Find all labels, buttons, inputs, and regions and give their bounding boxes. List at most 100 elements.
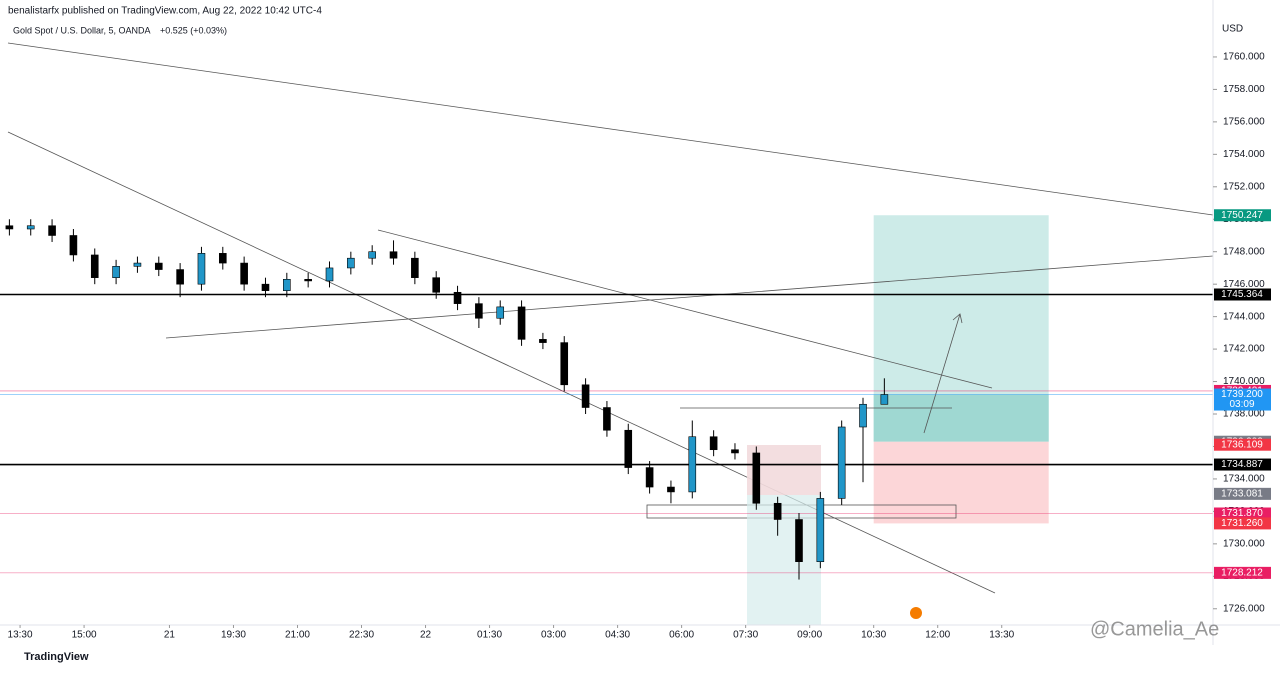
x-tick-label: 09:00 bbox=[797, 630, 822, 641]
x-tick-label: 04:30 bbox=[605, 630, 630, 641]
y-tick-label: 1758.000 bbox=[1223, 84, 1265, 95]
price-label-bg bbox=[1214, 209, 1271, 222]
y-tick-label: 1756.000 bbox=[1223, 117, 1265, 128]
candles bbox=[5, 219, 889, 580]
price-label: 1731.870 bbox=[1221, 508, 1263, 519]
price-label-bg bbox=[1214, 507, 1271, 520]
y-tick-label: 1752.000 bbox=[1223, 181, 1265, 192]
candle-down bbox=[667, 486, 675, 493]
x-tick-label: 15:00 bbox=[72, 630, 97, 641]
candle-up bbox=[133, 262, 142, 267]
candle-down bbox=[731, 449, 739, 454]
candle-down bbox=[154, 262, 163, 270]
y-tick-label: 1734.000 bbox=[1223, 474, 1265, 485]
event-icon bbox=[910, 607, 922, 619]
y-tick-label: 1746.000 bbox=[1223, 279, 1265, 290]
price-label-bg bbox=[1214, 388, 1271, 411]
x-tick-label: 06:00 bbox=[669, 630, 694, 641]
y-tick-label: 1760.000 bbox=[1223, 52, 1265, 63]
candle-down bbox=[304, 279, 312, 282]
candle-down bbox=[539, 339, 547, 343]
loss-zone bbox=[873, 441, 1049, 524]
arrow-head bbox=[952, 313, 963, 324]
candle-down bbox=[709, 436, 718, 451]
trend-line bbox=[165, 255, 1214, 339]
price-label-bg bbox=[1214, 438, 1271, 451]
trend-line bbox=[377, 229, 993, 389]
price-label-sub: 03:09 bbox=[1229, 399, 1254, 410]
candle-up bbox=[688, 436, 697, 493]
candle-down bbox=[176, 269, 184, 285]
candle-down bbox=[411, 257, 419, 278]
footer-logo: TradingView bbox=[24, 651, 89, 663]
y-tick-label: 1742.000 bbox=[1223, 344, 1265, 355]
candle-down bbox=[261, 283, 270, 291]
x-tick-label: 03:00 bbox=[541, 630, 566, 641]
candle-down bbox=[603, 407, 611, 431]
candle-up bbox=[347, 257, 355, 269]
x-tick-label: 22 bbox=[420, 630, 432, 641]
trend-line bbox=[7, 42, 1214, 216]
candle-down bbox=[581, 384, 590, 408]
currency: USD bbox=[1222, 24, 1243, 35]
x-tick-label: 07:30 bbox=[733, 630, 758, 641]
y-tick-label: 1730.000 bbox=[1223, 538, 1265, 549]
candle-down bbox=[218, 253, 227, 264]
candle-up bbox=[496, 306, 505, 319]
symbol: Gold Spot / U.S. Dollar, 5, OANDA bbox=[13, 25, 151, 35]
candle-up bbox=[837, 426, 846, 499]
x-tick-label: 12:00 bbox=[925, 630, 950, 641]
price-label-bg bbox=[1214, 487, 1271, 500]
price-label-bg bbox=[1214, 458, 1271, 471]
candle-down bbox=[90, 254, 99, 278]
candle-down bbox=[240, 262, 248, 285]
price-label-bg bbox=[1214, 288, 1271, 301]
candle-down bbox=[624, 429, 633, 468]
price-label: 1733.081 bbox=[1221, 488, 1263, 499]
candle-up bbox=[880, 394, 889, 405]
candle-down bbox=[475, 303, 483, 319]
levels bbox=[0, 293, 1213, 574]
y-tick-label: 1740.000 bbox=[1223, 376, 1265, 387]
candle-down bbox=[773, 502, 782, 520]
publisher: benalistarfx published on TradingView.co… bbox=[8, 6, 322, 17]
candle-down bbox=[453, 291, 462, 304]
candle-up bbox=[197, 253, 206, 285]
price-label-bg bbox=[1214, 566, 1271, 579]
candle-up bbox=[325, 267, 334, 282]
drawings bbox=[7, 42, 1214, 625]
position-tool bbox=[873, 215, 1049, 524]
price-label-bg bbox=[1214, 517, 1271, 530]
candle-down bbox=[389, 251, 398, 259]
price-label: 1736.109 bbox=[1221, 439, 1263, 450]
candle-down bbox=[69, 235, 78, 256]
x-tick-label: 22:30 bbox=[349, 630, 374, 641]
candle-down bbox=[5, 225, 14, 230]
candle-up bbox=[368, 251, 376, 259]
price-label: 1731.260 bbox=[1221, 518, 1263, 529]
y-tick-label: 1738.000 bbox=[1223, 409, 1265, 420]
candle-down bbox=[645, 467, 654, 488]
profit-filled bbox=[873, 394, 1049, 442]
x-tick-label: 10:30 bbox=[861, 630, 886, 641]
watermark: @Camelia_Ae bbox=[1090, 618, 1219, 640]
x-tick-label: 13:30 bbox=[8, 630, 33, 641]
candle-down bbox=[752, 452, 761, 504]
candle-down bbox=[560, 342, 569, 386]
candle-down bbox=[432, 277, 441, 293]
change: +0.525 (+0.03%) bbox=[160, 25, 227, 35]
axes: 1726.0001728.0001730.0001732.0001734.000… bbox=[8, 52, 1271, 641]
candle-down bbox=[48, 225, 56, 236]
candle-up bbox=[816, 498, 825, 563]
candle-up bbox=[26, 225, 35, 230]
price-label: 1739.200 bbox=[1221, 389, 1263, 400]
x-tick-label: 19:30 bbox=[221, 630, 246, 641]
x-tick-label: 21 bbox=[164, 630, 176, 641]
candle-up bbox=[112, 266, 120, 278]
arrow bbox=[923, 313, 961, 434]
price-label: 1728.212 bbox=[1221, 568, 1263, 579]
price-label: 1750.247 bbox=[1221, 210, 1263, 221]
x-tick-label: 01:30 bbox=[477, 630, 502, 641]
